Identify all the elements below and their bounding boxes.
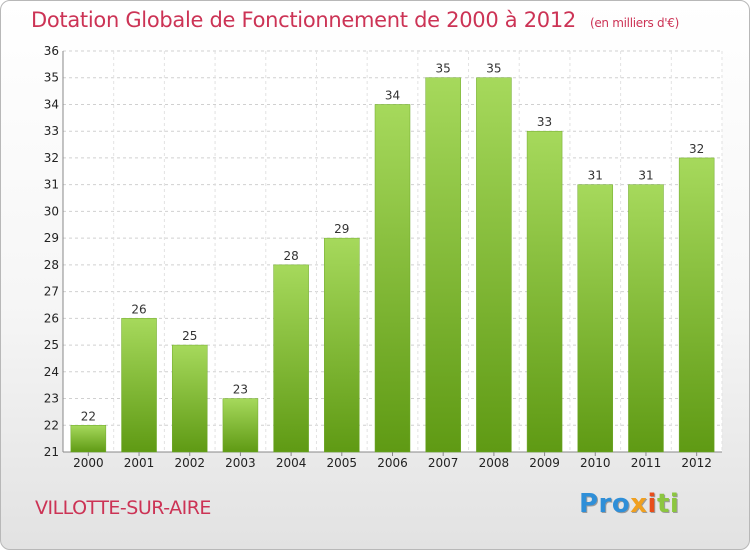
bar-value-label: 35 [436,62,451,76]
x-tick-label: 2012 [681,456,712,470]
y-tick-label: 22 [44,418,59,432]
x-tick-label: 2011 [631,456,662,470]
bar-value-label: 23 [233,383,248,397]
bar-2012 [678,157,715,453]
x-tick-label: 2000 [73,456,104,470]
y-tick-label: 32 [44,151,59,165]
y-tick-label: 33 [44,124,59,138]
x-tick-label: 2003 [225,456,256,470]
chart-subtitle: (en milliers d'€) [589,16,679,30]
bar-value-label: 35 [486,62,501,76]
bar-value-label: 22 [81,409,96,423]
bar-2005 [324,237,360,453]
x-tick-label: 2010 [580,456,611,470]
x-tick-label: 2008 [479,456,510,470]
chart-title: Dotation Globale de Fonctionnement de 20… [31,8,679,32]
proxiti-logo: Proxiti [579,489,679,519]
y-tick-label: 23 [44,392,59,406]
y-tick-label: 29 [44,231,59,245]
bar-value-label: 32 [689,142,704,156]
logo-part-3: i [647,489,657,519]
y-tick-label: 24 [44,365,59,379]
x-tick-label: 2009 [529,456,560,470]
x-tick-label: 2006 [377,456,408,470]
bar-2001 [121,318,157,453]
bar-value-label: 34 [385,88,400,102]
y-tick-label: 30 [44,204,59,218]
y-tick-label: 34 [44,97,59,111]
x-tick-label: 2001 [124,456,155,470]
bar-2004 [273,264,309,453]
logo-part-4: ti [656,489,680,519]
x-tick-label: 2002 [174,456,205,470]
x-tick-label: 2007 [428,456,459,470]
y-tick-label: 35 [44,71,59,85]
logo-part-2: x [630,489,648,519]
y-tick-label: 28 [44,258,59,272]
chart-title-text: Dotation Globale de Fonctionnement de 20… [31,8,576,32]
y-tick-label: 25 [44,338,59,352]
bar-2009 [526,130,563,453]
y-tick-label: 26 [44,311,59,325]
bar-2002 [171,344,208,453]
bar-value-label: 29 [334,222,349,236]
bar-2008 [476,77,512,453]
bar-value-label: 33 [537,115,552,129]
logo-part-1: Pro [579,489,631,519]
y-tick-label: 31 [44,178,59,192]
bar-2011 [628,184,664,453]
bar-2007 [425,77,461,453]
y-tick-label: 27 [44,285,59,299]
y-tick-label: 21 [44,445,59,459]
bar-value-label: 31 [638,169,653,183]
commune-name: VILLOTTE-SUR-AIRE [35,497,211,519]
bar-2000 [70,425,107,453]
bar-value-label: 25 [182,329,197,343]
bar-2003 [222,398,259,453]
bar-value-label: 26 [131,302,146,316]
x-tick-label: 2005 [327,456,358,470]
y-tick-label: 36 [44,44,59,58]
bar-2006 [374,104,411,453]
bar-value-label: 31 [588,169,603,183]
x-tick-label: 2004 [276,456,307,470]
bar-value-label: 28 [283,249,298,263]
bar-2010 [577,184,614,453]
